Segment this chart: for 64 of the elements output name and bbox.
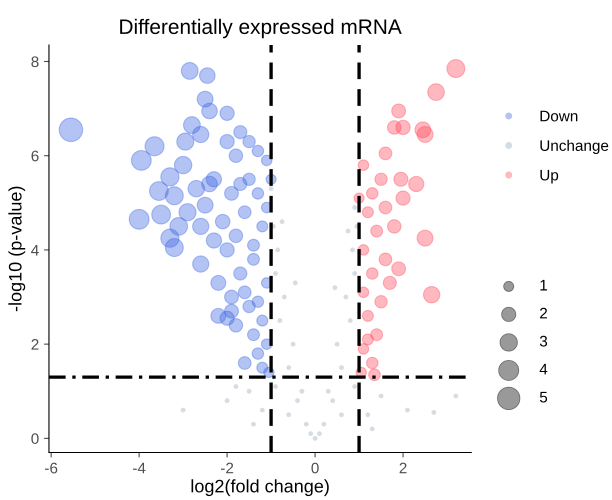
x-tick-label: 2	[400, 462, 407, 474]
point	[308, 431, 314, 436]
point	[352, 271, 358, 276]
point	[292, 280, 298, 286]
point	[295, 398, 300, 404]
point	[378, 394, 384, 398]
point	[246, 388, 252, 394]
legend-label: Down	[540, 110, 578, 122]
point	[273, 271, 278, 276]
point	[343, 294, 348, 300]
point	[346, 228, 350, 234]
x-axis-title: log2(fold change)	[192, 479, 329, 496]
y-tick-label: 6	[32, 150, 39, 162]
point	[304, 422, 309, 427]
point	[299, 388, 304, 394]
legend-label: 1	[540, 280, 548, 290]
chart-title: Differentially expressed mRNA	[120, 18, 402, 38]
point	[180, 408, 186, 413]
point	[352, 205, 358, 210]
point	[330, 398, 336, 404]
point	[431, 410, 436, 415]
point	[405, 408, 410, 413]
point	[260, 408, 265, 413]
point	[282, 294, 287, 300]
point	[286, 412, 292, 418]
legend-label: 3	[540, 336, 548, 347]
point	[352, 384, 358, 389]
point	[312, 436, 318, 441]
point	[339, 412, 344, 418]
point	[277, 318, 282, 323]
point	[321, 422, 326, 427]
point	[326, 388, 331, 394]
point	[273, 384, 278, 389]
y-axis-title: -log10 (p-value)	[8, 186, 26, 312]
x-tick-label: -4	[133, 462, 146, 474]
point	[275, 248, 280, 252]
x-tick-label: 0	[311, 462, 319, 474]
point	[286, 365, 292, 370]
point	[334, 342, 340, 347]
point	[365, 412, 370, 418]
point	[348, 318, 353, 323]
point	[339, 365, 344, 370]
point	[251, 422, 256, 427]
y-tick-label: 2	[32, 339, 38, 350]
legend-label: 2	[540, 308, 547, 318]
legend-label: Unchange	[540, 140, 608, 154]
x-tick-label: -6	[45, 462, 58, 474]
y-tick-label: 4	[31, 244, 39, 256]
point	[317, 431, 322, 436]
legend-label: 5	[540, 392, 548, 403]
legend-label: 4	[540, 364, 548, 374]
point	[350, 248, 355, 252]
point	[280, 219, 284, 224]
legend-label: Up	[540, 170, 558, 184]
point	[224, 398, 230, 404]
x-tick-label: -2	[220, 462, 234, 474]
point	[453, 394, 458, 398]
point	[290, 342, 296, 347]
y-tick-label: 8	[31, 56, 39, 68]
point	[268, 186, 274, 192]
point	[234, 384, 238, 389]
point	[332, 285, 338, 290]
y-tick-label: 0	[31, 433, 39, 444]
point	[370, 426, 375, 432]
